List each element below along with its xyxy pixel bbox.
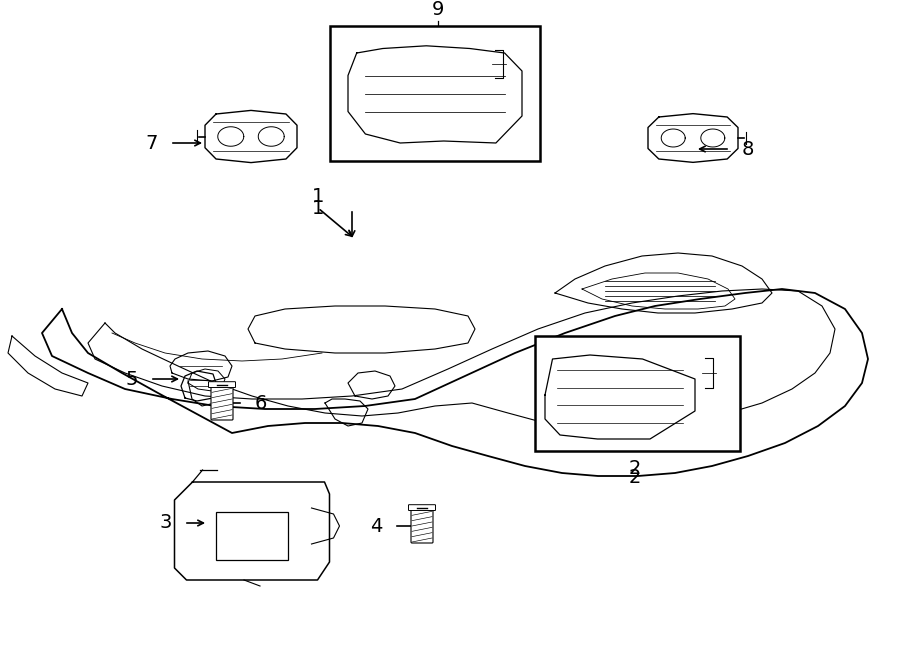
Text: 3: 3: [159, 514, 172, 533]
FancyBboxPatch shape: [409, 505, 436, 510]
Text: 4: 4: [370, 516, 382, 535]
FancyBboxPatch shape: [209, 381, 236, 387]
Text: 5: 5: [125, 369, 138, 389]
Text: 1: 1: [311, 198, 324, 217]
Bar: [330, 26, 540, 161]
FancyBboxPatch shape: [411, 509, 433, 543]
Text: 2: 2: [629, 468, 641, 487]
Text: 9: 9: [432, 0, 445, 19]
Bar: [216, 512, 288, 560]
Text: 7: 7: [146, 134, 158, 153]
Bar: [535, 336, 740, 451]
Text: 6: 6: [255, 393, 267, 412]
Text: 2: 2: [629, 459, 641, 479]
Text: 8: 8: [742, 139, 754, 159]
Text: 10: 10: [482, 97, 507, 116]
Text: 1: 1: [311, 187, 324, 206]
FancyBboxPatch shape: [211, 386, 233, 420]
